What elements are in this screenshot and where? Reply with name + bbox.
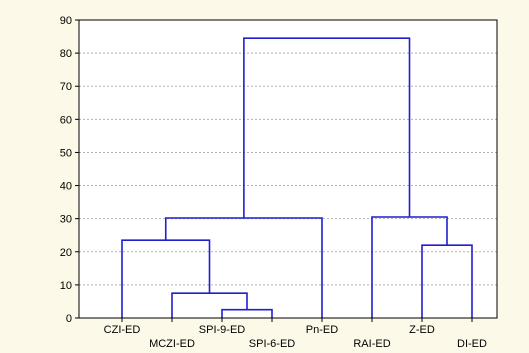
- y-tick-label: 0: [66, 313, 72, 325]
- y-axis: 0 10 20 30 40 50 60 70 80 90: [60, 15, 79, 325]
- dendrogram-link: [243, 37, 411, 219]
- y-tick-label: 40: [60, 181, 72, 193]
- y-tick-label: 20: [60, 247, 72, 259]
- dendrogram-link: [171, 292, 248, 318]
- y-tick-label: 90: [60, 15, 72, 27]
- dendrogram-branches: [121, 37, 473, 318]
- dendrogram-link: [421, 244, 473, 318]
- leaf-label: MCZI-ED: [149, 338, 195, 350]
- y-tick-label: 30: [60, 214, 72, 226]
- y-tick-label: 50: [60, 147, 72, 159]
- leaf-label: Pn-ED: [306, 324, 338, 336]
- leaf-label: SPI-9-ED: [199, 324, 246, 336]
- plot-area: [79, 20, 497, 318]
- y-tick-label: 70: [60, 81, 72, 93]
- leaf-label: CZI-ED: [104, 324, 141, 336]
- y-tick-label: 60: [60, 114, 72, 126]
- dendrogram-link: [121, 239, 211, 318]
- leaf-label: RAI-ED: [353, 338, 390, 350]
- y-tick-label: 80: [60, 48, 72, 60]
- leaf-label: SPI-6-ED: [249, 338, 296, 350]
- leaf-label: DI-ED: [457, 338, 487, 350]
- leaf-label: Z-ED: [409, 324, 435, 336]
- plot-frame: [78, 19, 498, 319]
- y-tick-label: 10: [60, 280, 72, 292]
